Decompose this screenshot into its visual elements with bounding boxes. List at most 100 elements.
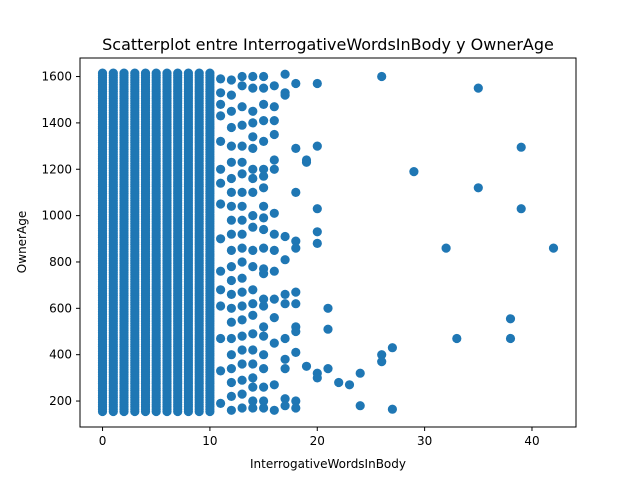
data-point [216,398,226,408]
data-point [259,301,269,311]
data-point [269,155,279,165]
data-point [259,183,269,193]
data-point [280,231,290,242]
data-point [237,71,247,82]
data-point [441,243,451,253]
data-point [248,83,258,93]
data-point [226,364,236,374]
data-point [259,201,269,211]
data-point [130,68,140,78]
data-point [280,333,290,344]
data-point [216,164,226,174]
data-point [291,236,301,246]
data-point [259,83,269,93]
data-point [237,201,247,211]
data-point [194,68,204,78]
data-point [248,132,258,142]
data-point [269,208,279,218]
data-point [226,173,236,184]
data-point [237,169,247,179]
data-point [216,88,226,98]
data-point [505,333,516,344]
data-point [97,68,108,78]
data-point [312,373,322,383]
data-point [226,187,236,197]
data-point [291,326,301,337]
data-point [248,211,258,221]
data-point [237,120,247,130]
data-point [377,350,387,360]
data-point [248,403,258,413]
data-point [291,78,301,89]
data-point [280,401,290,411]
data-point [259,364,269,374]
data-point [237,331,247,341]
data-point [226,405,236,415]
y-tick-label: 400 [49,348,72,362]
data-point [248,143,258,153]
data-point [108,68,118,78]
data-point [226,377,236,388]
y-tick-label: 1400 [41,116,72,130]
data-point [355,368,365,378]
data-point [237,375,247,385]
data-point [259,322,269,332]
data-point [280,255,290,265]
y-tick-label: 1600 [41,70,72,84]
data-point [280,289,290,299]
data-point [119,68,129,78]
data-point [355,401,365,411]
data-point [301,157,312,167]
data-point [216,366,226,376]
data-point [269,338,279,348]
data-point [216,234,226,244]
data-point [280,90,290,100]
data-point [259,136,269,146]
x-tick-label: 30 [417,434,432,448]
data-point [248,118,258,128]
data-point [151,68,161,78]
x-axis-label: InterrogativeWordsInBody [250,457,406,471]
data-point [237,257,247,267]
data-point [269,116,279,126]
data-point [269,405,279,415]
data-point [216,285,226,295]
data-point [226,229,236,239]
data-point [269,164,279,174]
data-point [291,143,301,153]
data-point [259,116,269,126]
data-point [280,299,290,309]
data-point [516,142,526,152]
data-point [269,266,279,276]
data-point [291,396,301,406]
data-point [173,68,183,78]
data-point [216,111,226,121]
data-point [237,359,247,369]
data-point [237,102,247,112]
y-tick-label: 1000 [41,209,72,223]
data-point [259,71,269,82]
data-point [312,238,322,248]
data-point [216,301,226,311]
data-point [269,229,279,239]
data-point [291,347,301,357]
data-point [259,294,269,304]
data-point [237,157,247,167]
data-point [237,81,247,91]
data-point [259,99,269,109]
data-point [237,315,247,325]
data-point [226,201,236,211]
x-axis: 0 10 20 30 40 [99,427,540,448]
data-point [259,269,269,279]
data-point [452,333,462,344]
data-point [237,389,247,399]
data-point [248,359,258,369]
data-point [280,394,290,404]
data-point [334,377,344,388]
data-point [226,262,236,272]
data-point [505,314,516,324]
data-point [216,74,226,84]
data-point [226,75,236,85]
data-point [291,287,301,297]
data-point [216,178,226,188]
